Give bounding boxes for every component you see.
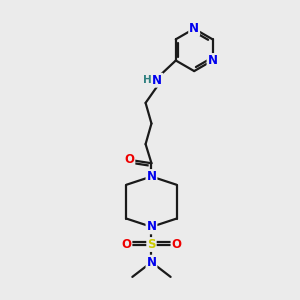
Text: N: N	[152, 74, 162, 87]
Text: N: N	[189, 22, 199, 35]
Text: H: H	[143, 75, 152, 85]
Text: N: N	[146, 170, 157, 183]
Text: O: O	[122, 238, 131, 251]
Text: N: N	[146, 220, 157, 233]
Text: S: S	[147, 238, 156, 251]
Text: N: N	[146, 256, 157, 269]
Text: N: N	[208, 54, 218, 67]
Text: O: O	[124, 153, 134, 166]
Text: O: O	[172, 238, 182, 251]
